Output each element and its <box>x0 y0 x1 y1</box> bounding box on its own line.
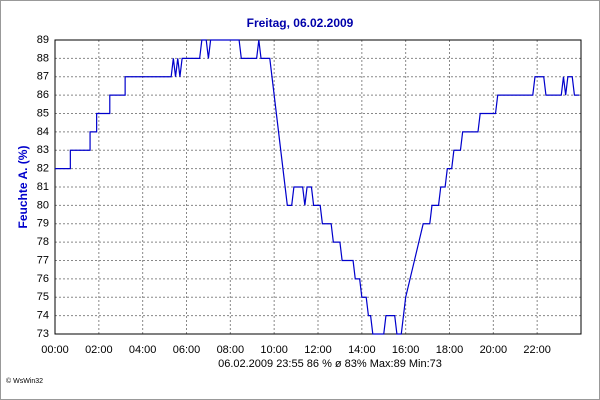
credit: © WsWin32 <box>6 377 43 385</box>
x-tick-label: 14:00 <box>348 344 376 356</box>
chart-title: Freitag, 06.02.2009 <box>247 16 354 30</box>
y-tick-label: 81 <box>37 181 49 193</box>
y-tick-label: 83 <box>37 144 49 156</box>
y-tick-label: 76 <box>37 273 49 285</box>
x-tick-label: 16:00 <box>392 344 420 356</box>
x-tick-label: 04:00 <box>129 344 157 356</box>
x-tick-label: 12:00 <box>304 344 332 356</box>
y-tick-label: 82 <box>37 163 49 175</box>
y-tick-label: 85 <box>37 107 49 119</box>
y-tick-label: 73 <box>37 328 49 340</box>
y-tick-label: 74 <box>37 310 49 322</box>
y-axis-label: Feuchte A. (%) <box>16 146 30 229</box>
y-tick-label: 86 <box>37 89 49 101</box>
y-tick-label: 77 <box>37 254 49 266</box>
y-tick-label: 79 <box>37 218 49 230</box>
y-tick-label: 80 <box>37 199 49 211</box>
y-tick-label: 89 <box>37 34 49 46</box>
y-tick-label: 78 <box>37 236 49 248</box>
x-tick-label: 02:00 <box>85 344 113 356</box>
x-tick-label: 06:00 <box>173 344 201 356</box>
y-tick-label: 84 <box>37 126 49 138</box>
x-tick-label: 00:00 <box>41 344 69 356</box>
x-tick-label: 22:00 <box>523 344 551 356</box>
x-tick-label: 10:00 <box>260 344 288 356</box>
y-tick-label: 88 <box>37 52 49 64</box>
y-tick-label: 87 <box>37 71 49 83</box>
y-tick-label: 75 <box>37 291 49 303</box>
plot-border <box>54 39 582 335</box>
data-line <box>55 39 580 335</box>
x-tick-label: 18:00 <box>436 344 464 356</box>
footer: 06.02.2009 23:55 86 % ø 83% Max:89 Min:7… <box>218 358 442 370</box>
x-tick-label: 20:00 <box>480 344 508 356</box>
x-tick-label: 08:00 <box>217 344 245 356</box>
